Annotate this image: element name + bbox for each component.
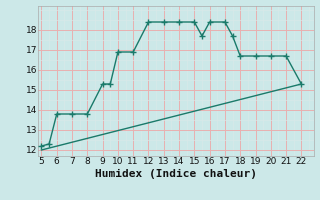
X-axis label: Humidex (Indice chaleur): Humidex (Indice chaleur) — [95, 169, 257, 179]
